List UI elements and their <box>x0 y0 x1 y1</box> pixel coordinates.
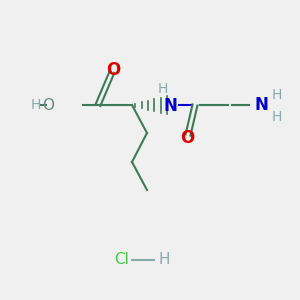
Text: H: H <box>31 98 41 112</box>
Text: H: H <box>272 88 282 102</box>
Text: Cl: Cl <box>115 253 129 268</box>
Text: H: H <box>272 110 282 124</box>
Text: O: O <box>180 129 194 147</box>
Text: O: O <box>42 98 54 112</box>
Text: H: H <box>158 253 170 268</box>
Text: H: H <box>158 82 168 96</box>
Text: N: N <box>254 96 268 114</box>
Text: N: N <box>163 97 177 115</box>
Text: O: O <box>106 61 120 79</box>
